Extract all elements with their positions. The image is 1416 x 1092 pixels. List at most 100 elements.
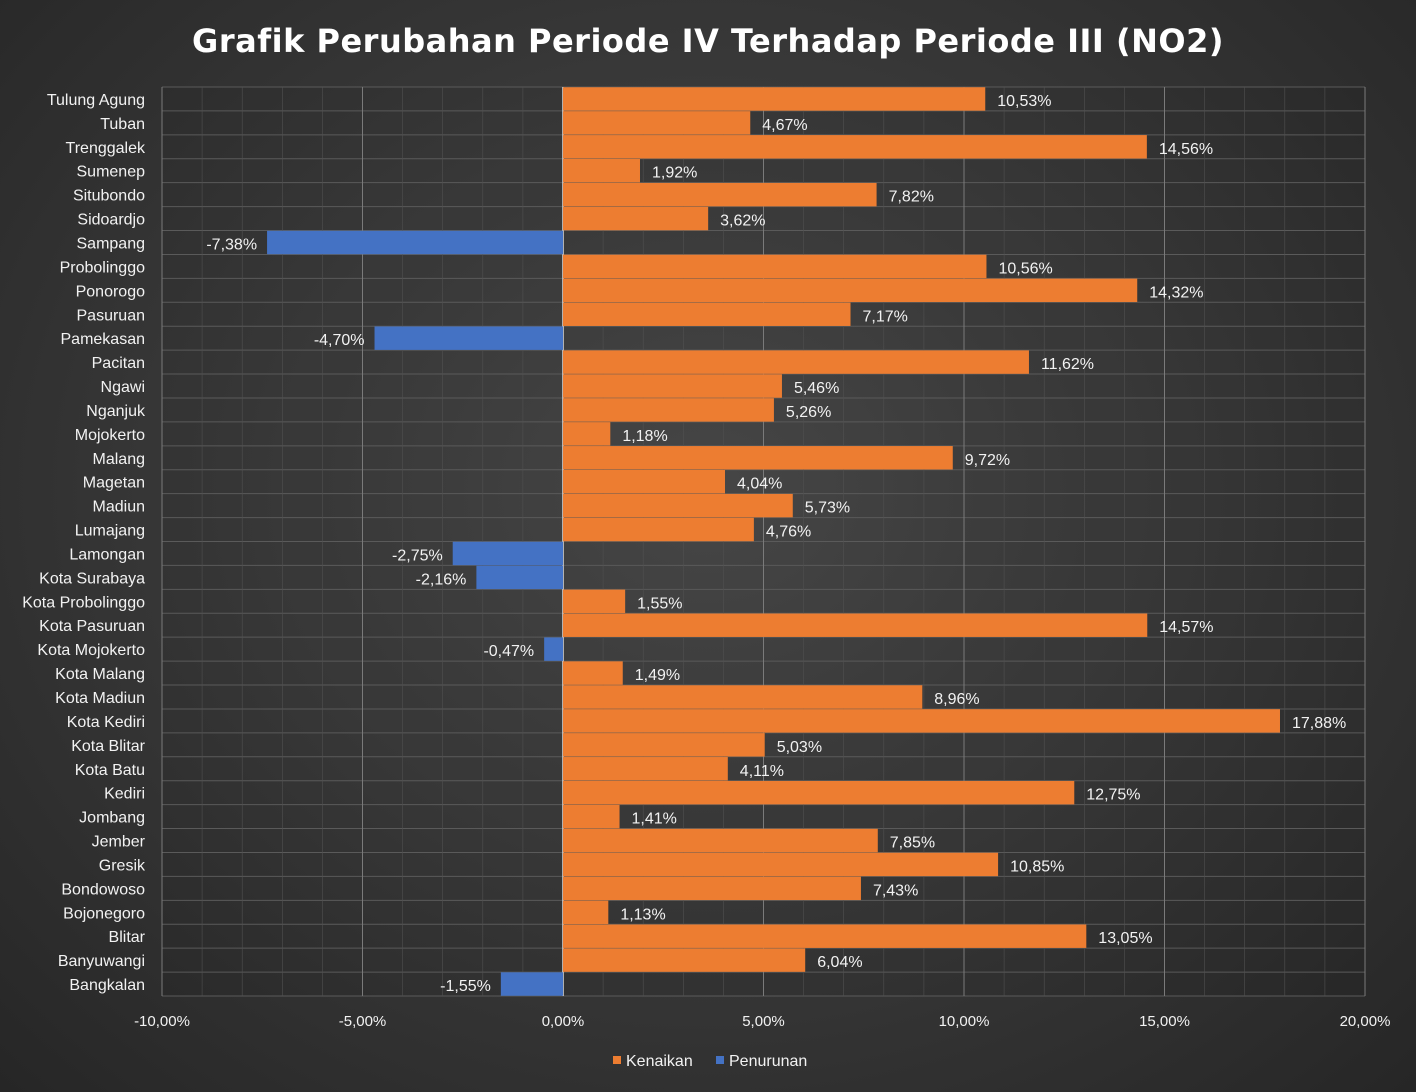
category-label: Bondowoso [61,881,145,898]
data-label: 3,62% [720,213,765,230]
data-label: 14,57% [1159,619,1213,636]
bar-kenaikan [563,278,1138,303]
bar-kenaikan [563,613,1148,637]
category-label: Jombang [79,810,145,827]
data-label: 7,82% [889,189,934,206]
bar-kenaikan [563,350,1029,374]
data-label: 10,53% [997,93,1051,110]
data-label: 10,56% [998,260,1052,277]
data-label: -0,47% [483,643,534,660]
category-label: Kota Batu [75,762,145,779]
data-label: 11,62% [1041,356,1094,373]
bar-kenaikan [563,589,626,614]
bar-kenaikan [563,302,851,326]
data-label: 4,04% [737,476,782,493]
category-label: Blitar [109,929,146,946]
data-label: 10,85% [1010,858,1064,875]
bar-kenaikan [563,469,726,494]
category-label: Sampang [77,235,146,252]
data-label: 17,88% [1292,715,1346,732]
data-label: 5,46% [794,380,839,397]
data-label: -2,16% [416,571,467,588]
legend-penurunan-label: Penurunan [729,1053,807,1070]
category-label: Kota Malang [55,666,145,683]
data-label: 8,96% [934,691,979,708]
legend-kenaikan-label: Kenaikan [626,1053,693,1070]
category-label: Pacitan [92,355,145,372]
bar-kenaikan [563,206,709,231]
bar-kenaikan [563,87,986,111]
bar-kenaikan [563,757,728,781]
data-label: 4,67% [762,117,807,134]
data-label: 12,75% [1086,787,1140,804]
bar-kenaikan [563,493,793,518]
bar-kenaikan [563,948,806,972]
category-label: Gresik [99,857,146,874]
data-label: 4,76% [766,524,811,541]
x-tick-label: 5,00% [742,1013,785,1030]
bar-kenaikan [563,446,953,470]
category-label: Kota Blitar [71,738,145,755]
category-label: Nganjuk [86,403,146,420]
bar-penurunan [500,972,563,996]
category-label: Probolinggo [60,259,146,276]
bar-penurunan [544,637,563,661]
chart-title: Grafik Perubahan Periode IV Terhadap Per… [192,22,1224,60]
data-label: 6,04% [817,954,862,971]
bar-kenaikan [563,780,1075,805]
bar-kenaikan [563,517,754,542]
bar-kenaikan [563,398,774,422]
data-label: 5,26% [786,404,831,421]
data-label: 9,72% [965,452,1010,469]
category-label: Pamekasan [61,331,146,348]
bar-penurunan [374,326,563,350]
data-label: 14,32% [1149,284,1203,301]
category-label: Trenggalek [66,140,146,157]
bar-kenaikan [563,828,878,853]
data-label: -7,38% [206,236,257,253]
category-label: Kota Probolinggo [22,594,145,611]
bar-kenaikan [563,182,877,207]
bar-kenaikan [563,159,640,183]
category-label: Kediri [104,786,145,803]
x-tick-label: 0,00% [542,1013,585,1030]
x-tick-label: 15,00% [1139,1013,1190,1030]
category-label: Madiun [93,499,145,516]
data-label: -4,70% [314,332,365,349]
bar-kenaikan [563,661,623,685]
category-label: Kota Surabaya [39,570,145,587]
category-label: Banyuwangi [58,953,145,970]
category-label: Lamongan [69,546,145,563]
bar-kenaikan [563,135,1147,159]
legend-kenaikan-swatch [613,1056,621,1064]
data-label: 13,05% [1098,930,1152,947]
category-label: Tuban [100,116,145,133]
data-label: 1,55% [637,595,682,612]
x-tick-label: -10,00% [134,1013,190,1030]
bar-kenaikan [563,685,923,709]
bar-kenaikan [563,111,751,135]
category-label: Ngawi [101,379,145,396]
category-label: Mojokerto [75,427,145,444]
bar-kenaikan [563,374,782,398]
category-label: Pasuruan [77,307,146,324]
category-label: Sidoardjo [77,212,145,229]
data-label: 1,41% [632,811,677,828]
category-label: Jember [92,834,146,851]
category-label: Bojonegoro [63,905,145,922]
bar-kenaikan [563,876,861,901]
category-label: Malang [93,451,145,468]
data-label: 7,85% [890,835,935,852]
bar-kenaikan [563,900,609,924]
category-label: Sumenep [77,164,146,181]
bar-kenaikan [563,254,987,279]
data-label: 14,56% [1159,141,1213,158]
bar-kenaikan [563,924,1087,948]
category-label: Kota Mojokerto [37,642,145,659]
category-label: Lumajang [75,523,145,540]
bar-penurunan [267,230,563,255]
labels: -10,00% -5,00% 0,00% 5,00% 10,00% 15,00% 20,00… [22,92,1390,1030]
data-label: 7,43% [873,882,918,899]
bar-penurunan [476,565,563,590]
